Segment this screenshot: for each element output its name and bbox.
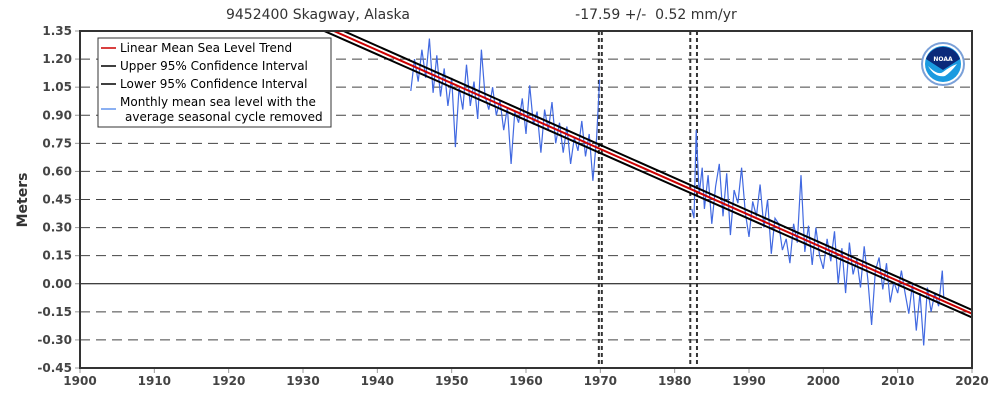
chart-subtitle: -17.59 +/- 0.52 mm/yr <box>575 7 737 23</box>
x-tick-label: 1950 <box>435 374 468 388</box>
y-axis-label: Meters <box>15 173 31 228</box>
lower-ci-line <box>321 31 972 319</box>
y-tick-label: 1.05 <box>42 80 72 94</box>
x-tick-label: 2000 <box>807 374 840 388</box>
y-tick-label: 0.60 <box>42 164 72 178</box>
y-tick-label: 0.75 <box>42 136 72 150</box>
y-tick-label: 1.35 <box>42 24 72 38</box>
upper-ci-line <box>341 31 972 311</box>
x-tick-label: 1930 <box>286 374 319 388</box>
x-tick-label: 1940 <box>361 374 394 388</box>
chart-title: 9452400 Skagway, Alaska <box>226 7 410 23</box>
y-tick-label: 0.30 <box>42 221 72 235</box>
y-tick-label: 1.20 <box>42 52 72 66</box>
svg-text:NOAA: NOAA <box>933 56 953 63</box>
y-tick-label: -0.15 <box>37 305 72 319</box>
y-tick-label: 0.00 <box>42 277 72 291</box>
x-tick-label: 1920 <box>212 374 245 388</box>
x-tick-label: 1960 <box>509 374 542 388</box>
y-tick-label: 0.15 <box>42 249 72 263</box>
y-tick-label: -0.45 <box>37 361 72 375</box>
trend-line <box>331 31 972 315</box>
legend-monthly-1: Monthly mean sea level with the <box>120 95 316 109</box>
y-tick-label: 0.45 <box>42 193 72 207</box>
y-tick-label: 0.90 <box>42 108 72 122</box>
x-tick-label: 1910 <box>138 374 171 388</box>
x-tick-label: 1990 <box>732 374 765 388</box>
x-tick-label: 1970 <box>584 374 617 388</box>
plot-frame <box>79 30 973 369</box>
x-tick-label: 1980 <box>658 374 691 388</box>
x-tick-label: 2020 <box>955 374 988 388</box>
legend-lower: Lower 95% Confidence Interval <box>120 77 308 91</box>
noaa-logo: NOAA <box>921 42 965 86</box>
legend: Linear Mean Sea Level Trend Upper 95% Co… <box>97 37 332 128</box>
legend-upper: Upper 95% Confidence Interval <box>120 59 308 73</box>
y-tick-label: -0.30 <box>37 333 72 347</box>
x-tick-label: 2010 <box>881 374 914 388</box>
x-tick-label: 1900 <box>63 374 96 388</box>
legend-trend: Linear Mean Sea Level Trend <box>120 41 292 55</box>
legend-monthly-2: average seasonal cycle removed <box>125 110 323 124</box>
